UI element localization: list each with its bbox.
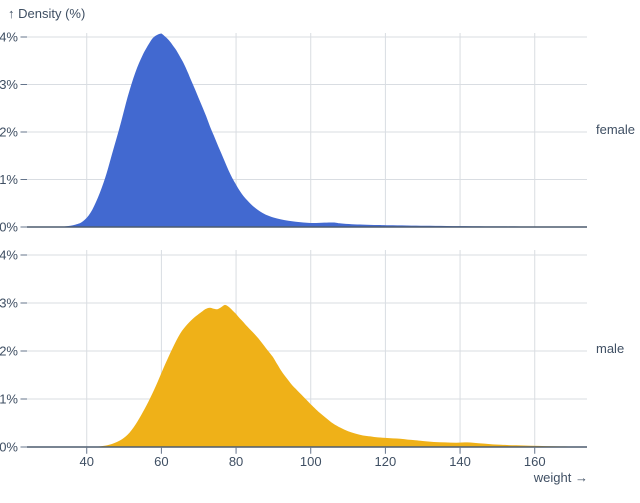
y-tick-label: 4%: [0, 30, 18, 45]
x-tick-label: 140: [449, 454, 471, 469]
y-tick-label: 3%: [0, 77, 18, 92]
y-tick-label: 4%: [0, 248, 18, 263]
x-axis-label: weight →: [533, 470, 588, 485]
x-tick-label: 160: [524, 454, 546, 469]
x-tick-label: 60: [154, 454, 168, 469]
x-tick-label: 40: [79, 454, 93, 469]
y-tick-label: 2%: [0, 344, 18, 359]
x-tick-label: 100: [300, 454, 322, 469]
y-tick-label: 2%: [0, 125, 18, 140]
facet-female: 0% 1% 2% 3% 4%: [0, 30, 587, 235]
facet-label-male: male: [596, 341, 625, 356]
y-tick-label: 3%: [0, 296, 18, 311]
y-tick-label: 0%: [0, 220, 18, 235]
male-density-area: [86, 304, 587, 447]
x-tick-label: 120: [375, 454, 397, 469]
female-density-area: [49, 33, 587, 227]
x-tick-label: 80: [229, 454, 243, 469]
y-tick-label: 0%: [0, 440, 18, 455]
facet-label-female: female: [596, 122, 636, 137]
y-tick-label: 1%: [0, 172, 18, 187]
facet-male: 0% 1% 2% 3% 4% 40 60 80 100 120 140 160: [0, 248, 587, 469]
y-axis-title: ↑ Density (%): [8, 6, 86, 21]
y-tick-label: 1%: [0, 392, 18, 407]
